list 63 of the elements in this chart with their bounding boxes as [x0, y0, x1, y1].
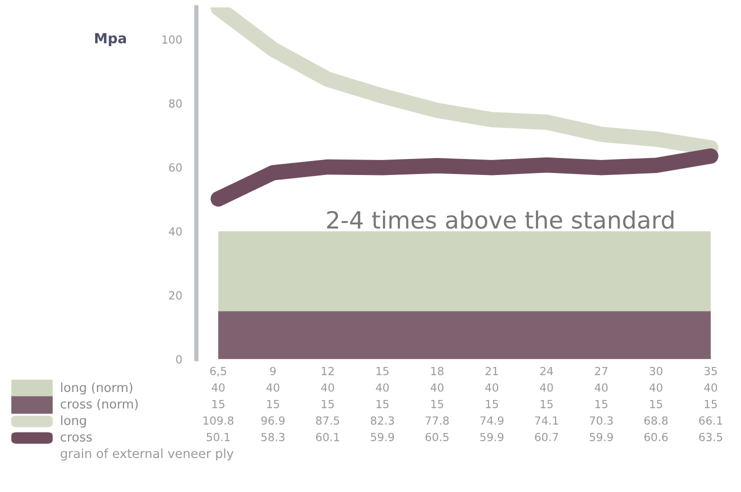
data-label: 60.7 [534, 432, 558, 442]
data-label: 40 [266, 383, 280, 392]
data-label: 50.1 [206, 432, 230, 442]
data-label: 40 [704, 383, 718, 392]
data-label: 87.5 [316, 416, 340, 425]
y-tick-label: 40 [168, 227, 182, 236]
data-label: 40 [376, 383, 389, 392]
data-label: 60.6 [644, 432, 668, 442]
x-tick-label: 35 [704, 366, 717, 376]
data-label: 15 [704, 400, 717, 408]
data-label: 59.9 [370, 432, 394, 442]
y-tick-label: 100 [162, 35, 182, 44]
data-label: 109.8 [204, 416, 234, 425]
x-tick-label: 30 [650, 366, 662, 376]
annotation: 2-4 times above the standard [327, 210, 674, 229]
x-tick-label: 9 [270, 366, 276, 376]
data-label: 59.9 [480, 432, 504, 442]
data-label: 15 [212, 400, 224, 408]
data-label: 96.9 [261, 416, 285, 425]
data-label: 40 [212, 383, 225, 392]
y-tick-label: 80 [169, 99, 182, 108]
data-label: 15 [650, 400, 662, 408]
data-label: 60.5 [426, 432, 449, 442]
data-label: 15 [540, 400, 553, 408]
data-label: 70.3 [590, 416, 613, 425]
x-tick-label: 27 [595, 366, 608, 376]
data-label: 58.3 [261, 432, 284, 442]
data-label: 40 [485, 383, 498, 392]
data-label: 59.9 [590, 432, 613, 442]
y-axis-title: Mpa [95, 33, 126, 46]
data-label: 68.8 [644, 416, 668, 425]
data-label: 40 [594, 383, 608, 392]
legend-label: long (norm) [61, 382, 132, 395]
legend-label: long [61, 415, 86, 428]
data-label: 74.1 [535, 416, 558, 425]
data-label: 40 [430, 383, 444, 392]
data-label: 40 [649, 383, 662, 392]
text: grain of external veneer ply [60, 448, 234, 461]
data-label: 15 [486, 400, 498, 408]
data-label: 15 [267, 400, 280, 408]
data-label: 40 [540, 383, 553, 392]
y-tick-label: 0 [176, 355, 182, 364]
data-label: 82.3 [370, 416, 394, 425]
y-tick-label: 60 [169, 163, 182, 172]
data-label: 15 [376, 400, 389, 408]
data-label: 15 [595, 400, 608, 408]
data-label: 60.1 [316, 432, 340, 442]
data-label: 66.1 [699, 416, 722, 425]
x-tick-label: 24 [540, 366, 554, 376]
x-tick-label: 6,5 [210, 366, 226, 376]
x-tick-label: 18 [431, 366, 444, 376]
x-tick-label: 12 [322, 366, 334, 376]
data-label: 15 [322, 400, 334, 408]
data-label: 74.9 [480, 416, 504, 425]
x-tick-label: 21 [486, 366, 498, 376]
legend-label: cross (norm) [60, 398, 138, 410]
data-label: 40 [321, 383, 334, 392]
x-tick-label: 15 [376, 366, 389, 376]
legend-label: cross [60, 434, 92, 442]
data-label: 63.5 [699, 432, 722, 442]
y-tick-label: 20 [169, 291, 182, 300]
data-label: 15 [431, 400, 444, 408]
data-label: 77.8 [426, 416, 449, 425]
